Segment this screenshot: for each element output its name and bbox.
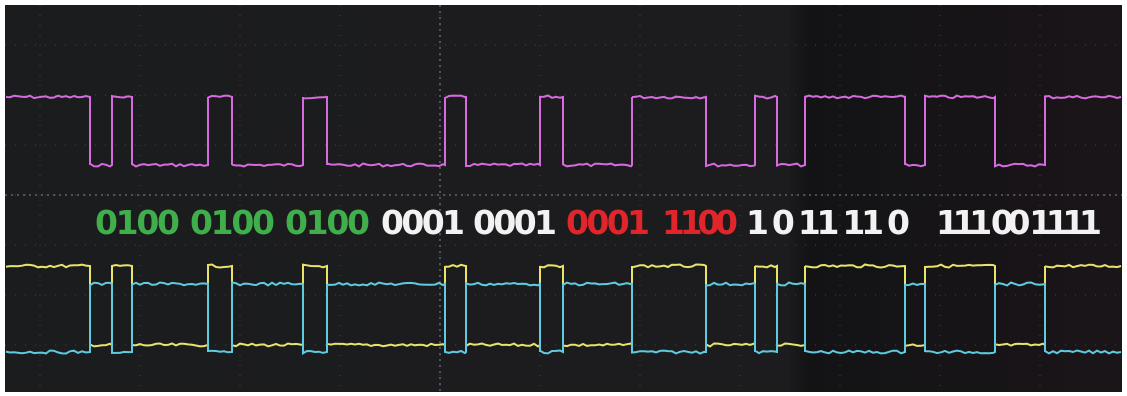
bit-label: 0001 <box>473 203 557 242</box>
oscilloscope-photo: 0100 0100 0100 0001 0001 0001 1100 1 0 1… <box>0 0 1127 396</box>
bit-label: 111 00 1111 <box>936 203 1102 242</box>
bit-label: 0100 <box>285 203 370 242</box>
bit-label: 1100 <box>662 203 738 242</box>
bit-label: 0001 <box>566 203 650 242</box>
bit-label: 0100 <box>95 203 180 242</box>
bit-label: 0100 <box>190 203 275 242</box>
bit-label: 0001 <box>381 203 465 242</box>
bit-label: 1 0 11 11 0 <box>746 203 910 242</box>
